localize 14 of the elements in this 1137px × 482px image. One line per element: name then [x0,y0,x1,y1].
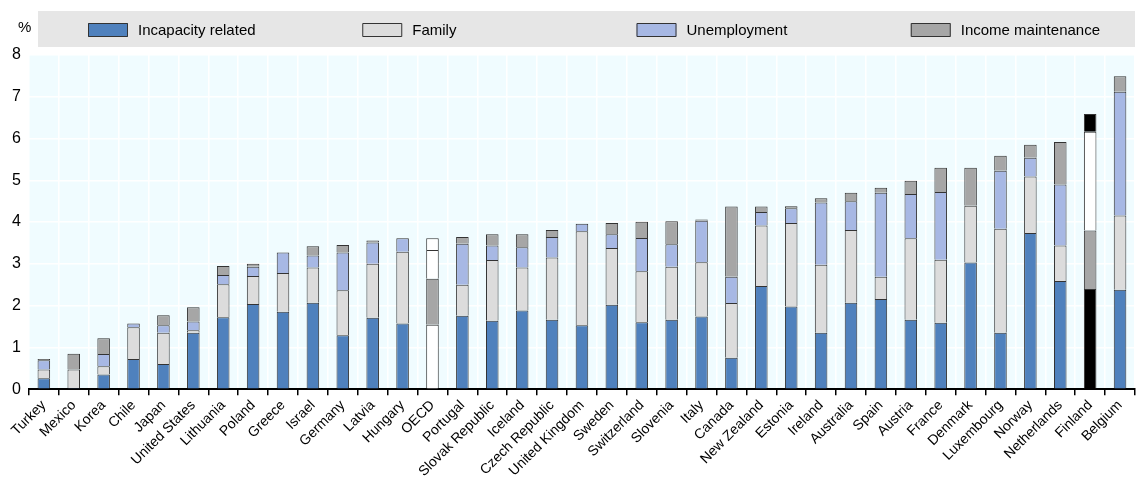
y-tick-label: 5 [11,170,21,188]
y-tick-label: 6 [11,128,21,146]
legend-label: Income maintenance [960,21,1100,39]
y-tick-label: 4 [11,212,21,230]
y-tick-label: 7 [11,87,21,105]
legend-label: Family [412,21,457,39]
y-tick-label: 1 [11,337,21,355]
y-axis-title: % [18,17,32,35]
legend-label: Unemployment [686,21,789,39]
legend-label: Incapacity related [138,21,256,39]
y-tick-label: 0 [11,379,21,397]
y-tick-label: 8 [11,45,21,63]
y-tick-label: 2 [11,296,21,314]
y-tick-label: 3 [11,254,21,272]
